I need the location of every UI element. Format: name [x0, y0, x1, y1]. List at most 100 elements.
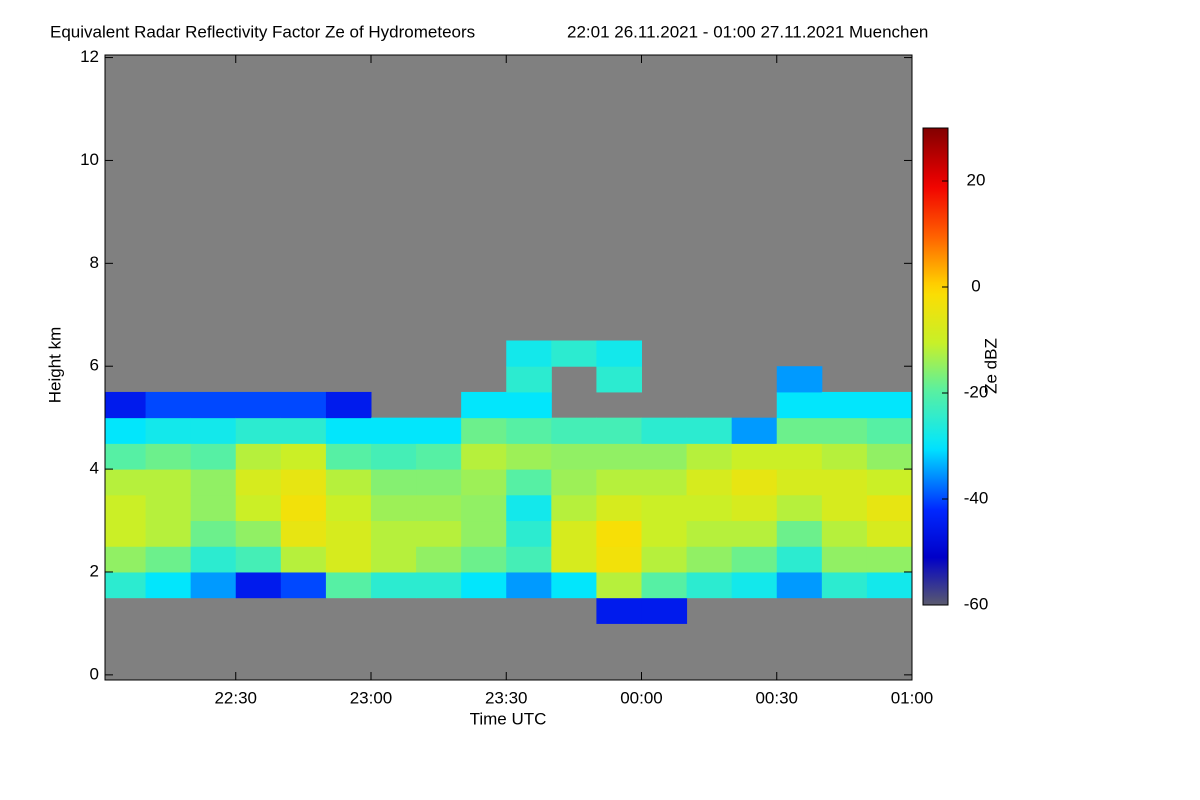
- heatmap-cell: [551, 520, 597, 547]
- heatmap-cell: [105, 443, 147, 470]
- heatmap-cell: [370, 520, 417, 547]
- heatmap-cell: [551, 494, 597, 522]
- heatmap-cell: [105, 469, 147, 496]
- heatmap-cell: [866, 494, 913, 522]
- heatmap-cell: [596, 494, 642, 522]
- heatmap-cell: [325, 443, 372, 470]
- heatmap-cell: [596, 340, 642, 367]
- heatmap-cell: [731, 546, 778, 573]
- heatmap-cell: [105, 520, 147, 547]
- heatmap-cell: [551, 571, 597, 599]
- y-tick-label: 4: [90, 459, 99, 478]
- heatmap-cell: [370, 417, 417, 444]
- heatmap-cell: [686, 520, 733, 547]
- heatmap-cell: [776, 546, 823, 573]
- heatmap-cell: [235, 469, 282, 496]
- heatmap-cell: [866, 571, 913, 599]
- heatmap-cell: [280, 520, 327, 547]
- heatmap-cell: [731, 443, 778, 470]
- plot-frame: [104, 54, 913, 681]
- heatmap-cell: [686, 469, 733, 496]
- heatmap-cell: [641, 546, 688, 573]
- heatmap-cell: [551, 443, 597, 470]
- heatmap-cell: [280, 469, 327, 496]
- heatmap-cell: [506, 546, 552, 573]
- heatmap-cell: [506, 391, 552, 419]
- y-axis-label: Height km: [45, 327, 64, 404]
- heatmap-cell: [506, 571, 552, 599]
- heatmap-cell: [105, 417, 147, 444]
- heatmap-cell: [370, 494, 417, 522]
- heatmap-cell: [461, 546, 507, 573]
- heatmap-cell: [776, 494, 823, 522]
- x-axis-label: Time UTC: [470, 709, 547, 728]
- colorbar-tick-label: -40: [964, 488, 989, 507]
- heatmap-cell: [686, 417, 733, 444]
- heatmap-cell: [325, 546, 372, 573]
- heatmap-cell: [821, 391, 868, 419]
- heatmap-cell: [641, 443, 688, 470]
- heatmap-cell: [190, 391, 237, 419]
- heatmap-cell: [235, 391, 282, 419]
- heatmap-cell: [370, 546, 417, 573]
- heatmap-cell: [370, 469, 417, 496]
- y-tick-label: 8: [90, 253, 99, 272]
- heatmap-cell: [596, 546, 642, 573]
- heatmap-cell: [280, 391, 327, 419]
- heatmap-cell: [235, 417, 282, 444]
- heatmap-cell: [235, 520, 282, 547]
- heatmap-cell: [686, 443, 733, 470]
- heatmap-cell: [821, 494, 868, 522]
- heatmap-cell: [145, 494, 192, 522]
- heatmap-cell: [551, 417, 597, 444]
- colorbar-tick-label: -60: [964, 594, 989, 613]
- heatmap-cell: [145, 546, 192, 573]
- heatmap-cell: [506, 520, 552, 547]
- heatmap-cell: [325, 469, 372, 496]
- heatmap-cell: [461, 469, 507, 496]
- heatmap-cell: [686, 494, 733, 522]
- heatmap-cell: [506, 494, 552, 522]
- y-tick-label: 6: [90, 356, 99, 375]
- heatmap-cell: [866, 417, 913, 444]
- colorbar: [922, 127, 949, 606]
- heatmap-cell: [190, 571, 237, 599]
- heatmap-cell: [641, 520, 688, 547]
- heatmap-cell: [416, 443, 462, 470]
- heatmap-cell: [416, 417, 462, 444]
- heatmap-cell: [190, 443, 237, 470]
- heatmap-cell: [461, 571, 507, 599]
- heatmap-cell: [235, 546, 282, 573]
- heatmap-cell: [776, 391, 823, 419]
- heatmap-cell: [776, 469, 823, 496]
- heatmap-cell: [145, 443, 192, 470]
- y-tick-label: 0: [90, 664, 99, 683]
- x-tick-label: 01:00: [891, 688, 934, 707]
- heatmap-cell: [145, 469, 192, 496]
- heatmap-cell: [866, 443, 913, 470]
- colorbar-tick-label: 20: [967, 170, 986, 189]
- heatmap-cell: [506, 340, 552, 367]
- heatmap-cell: [235, 443, 282, 470]
- x-tick-label: 00:00: [620, 688, 663, 707]
- heatmap-cell: [821, 469, 868, 496]
- colorbar-tick-label: 0: [971, 276, 980, 295]
- heatmap-cell: [506, 469, 552, 496]
- heatmap-cell: [551, 469, 597, 496]
- heatmap-cell: [866, 391, 913, 419]
- heatmap-cell: [776, 366, 823, 393]
- heatmap-cell: [280, 443, 327, 470]
- heatmap-cell: [731, 469, 778, 496]
- heatmap-cell: [731, 417, 778, 444]
- heatmap-cell: [416, 520, 462, 547]
- heatmap-cell: [416, 494, 462, 522]
- heatmap-cell: [641, 571, 688, 599]
- heatmap-cell: [641, 417, 688, 444]
- heatmap-cell: [821, 571, 868, 599]
- heatmap-cell: [190, 417, 237, 444]
- heatmap-cell: [866, 469, 913, 496]
- heatmap-cell: [596, 571, 642, 599]
- y-tick-label: 2: [90, 561, 99, 580]
- heatmap-cell: [776, 443, 823, 470]
